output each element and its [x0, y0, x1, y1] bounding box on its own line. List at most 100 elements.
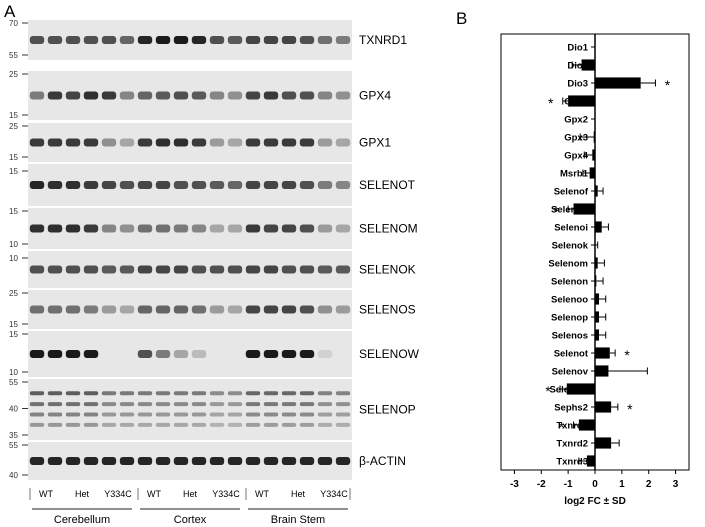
- blot-band: [209, 138, 225, 147]
- blot-band: [317, 350, 333, 358]
- blot-band: [29, 412, 45, 417]
- blot-band: [101, 457, 117, 465]
- blot-band: [137, 138, 153, 147]
- x-tick-label: 3: [673, 479, 679, 490]
- blot-band: [245, 305, 261, 314]
- blot-band: [65, 181, 81, 189]
- blot-band: [299, 402, 315, 407]
- x-tick-label: 0: [592, 479, 598, 490]
- blot-band: [263, 412, 279, 417]
- blot-band: [263, 91, 279, 100]
- blot-band: [191, 305, 207, 314]
- mw-marker-label: 10: [9, 240, 18, 249]
- x-axis-label: log2 FC ± SD: [564, 496, 626, 507]
- blot-band: [119, 305, 135, 314]
- blot-band: [173, 457, 189, 465]
- blot-band: [281, 91, 297, 100]
- blot-band: [209, 265, 225, 274]
- blot-band: [155, 36, 171, 44]
- bar-selenoh: [573, 203, 595, 215]
- blot-band: [335, 391, 351, 396]
- significance-star: *: [559, 419, 565, 435]
- blot-band: [299, 181, 315, 189]
- blot-band: [317, 412, 333, 417]
- category-label: Selenot: [554, 349, 589, 360]
- blot-band: [227, 181, 243, 189]
- blot-band: [299, 391, 315, 396]
- genotype-label: Het: [183, 489, 198, 499]
- blot-band: [317, 457, 333, 465]
- significance-star: *: [624, 347, 630, 363]
- blot-background: [28, 251, 352, 288]
- mw-marker-label: 25: [9, 122, 18, 131]
- blot-band: [173, 412, 189, 417]
- blot-band: [119, 457, 135, 465]
- blot-band: [209, 305, 225, 314]
- blot-band: [227, 402, 243, 407]
- blot-band: [65, 402, 81, 407]
- blot-background: [28, 379, 352, 440]
- blot-band: [281, 265, 297, 274]
- panel-a-letter: A: [4, 2, 16, 21]
- category-label: Selenov: [552, 367, 589, 378]
- blot-band: [245, 402, 261, 407]
- blot-band: [317, 91, 333, 100]
- blot-band: [155, 265, 171, 274]
- blot-band: [299, 224, 315, 233]
- panel-b-bar-chart: B Dio1Dio2Dio3*Gpx1*Gpx2Gpx3Gpx4Msrb1Sel…: [456, 9, 690, 507]
- blot-band: [173, 138, 189, 147]
- category-label: Selenom: [548, 259, 588, 270]
- blot-band: [101, 36, 117, 44]
- mw-marker-label: 15: [9, 330, 18, 339]
- genotype-label: Y334C: [212, 489, 240, 499]
- blot-band: [281, 36, 297, 44]
- blot-band: [227, 91, 243, 100]
- blot-band: [263, 265, 279, 274]
- category-label: Selenoo: [551, 295, 588, 306]
- genotype-label: Het: [291, 489, 306, 499]
- blot-band: [47, 181, 63, 189]
- x-tick-label: -3: [510, 479, 519, 490]
- blot-band: [29, 181, 45, 189]
- blot-band: [101, 265, 117, 274]
- x-tick-label: -1: [564, 479, 573, 490]
- blot-band: [137, 350, 153, 358]
- category-label: Sephs2: [554, 403, 588, 414]
- bar-selenov: [595, 365, 609, 377]
- blot-band: [65, 305, 81, 314]
- bar-selenoo: [595, 293, 600, 305]
- blot-band: [281, 391, 297, 396]
- category-label: Selenoi: [554, 223, 588, 234]
- blot-band: [245, 422, 261, 427]
- blot-band: [245, 412, 261, 417]
- blot-band: [317, 305, 333, 314]
- genotype-label: WT: [255, 489, 269, 499]
- blot-band: [335, 265, 351, 274]
- mw-marker-label: 40: [9, 405, 18, 414]
- blot-band: [29, 457, 45, 465]
- blot-band: [101, 422, 117, 427]
- blot-band: [155, 457, 171, 465]
- category-label: Selenok: [552, 241, 589, 252]
- blot-label: β-ACTIN: [359, 454, 406, 468]
- mw-marker-label: 15: [9, 111, 18, 120]
- bar-selenos: [595, 329, 600, 341]
- blot-band: [29, 91, 45, 100]
- blot-band: [263, 402, 279, 407]
- blot-band: [281, 224, 297, 233]
- blot-band: [263, 138, 279, 147]
- mw-marker-label: 15: [9, 207, 18, 216]
- blot-band: [47, 391, 63, 396]
- blot-band: [101, 138, 117, 147]
- blot-band: [173, 402, 189, 407]
- blot-band: [155, 402, 171, 407]
- blot-gpx4: 25 15 GPX4: [9, 70, 391, 120]
- blot-band: [317, 402, 333, 407]
- blot-band: [47, 350, 63, 358]
- blot-band: [191, 181, 207, 189]
- blot-band: [281, 305, 297, 314]
- blot-band: [209, 36, 225, 44]
- mw-marker-label: 55: [9, 441, 18, 450]
- chart-plot-area: Dio1Dio2Dio3*Gpx1*Gpx2Gpx3Gpx4Msrb1Selen…: [500, 33, 690, 507]
- blot-band: [173, 391, 189, 396]
